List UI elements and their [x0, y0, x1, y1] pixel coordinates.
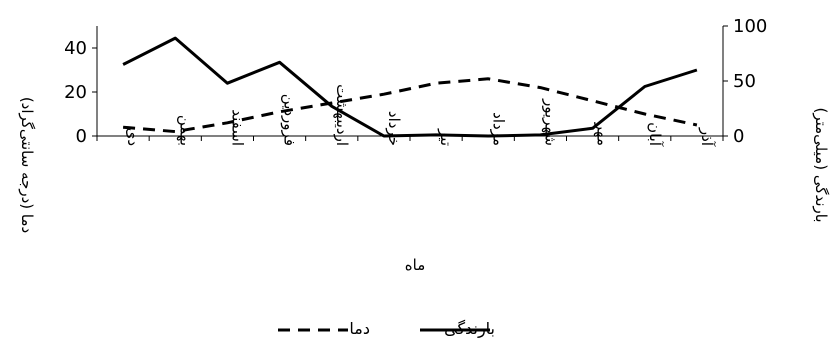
category-label: اردیبهشت [333, 84, 351, 146]
left-tick-label: 0 [76, 126, 87, 147]
legend-label-temperature: دما [349, 319, 370, 338]
x-axis-title: ماه [405, 256, 425, 274]
series-line-precipitation [122, 36, 698, 138]
category-label: مرداد [489, 112, 507, 146]
left-axis-ticks: 0 20 40 [64, 38, 97, 147]
right-axis-title: بارندگی (میلی‌متر) [812, 107, 830, 222]
right-tick-label: 100 [733, 16, 767, 37]
category-label: شهریور [541, 98, 559, 146]
right-axis-ticks: 0 50 100 [723, 16, 767, 147]
legend-label-precipitation: بارندگی [444, 319, 495, 339]
category-labels: دی بهمن اسفند فروردین اردیبهشت خرداد تیر مرداد ش… [96, 84, 724, 147]
category-label: مهر [594, 122, 612, 146]
category-label: آبان [646, 122, 664, 147]
category-label: آذر [698, 127, 716, 147]
left-tick-label: 20 [64, 82, 87, 103]
category-label: فروردین [281, 94, 299, 146]
category-label: بهمن [176, 115, 194, 146]
left-tick-label: 40 [64, 38, 87, 59]
right-tick-label: 0 [733, 126, 744, 147]
category-label: تیر [437, 128, 455, 146]
legend: دما بارندگی [278, 319, 495, 339]
category-label: خرداد [385, 111, 403, 146]
left-axis-title: دما (درجه سانتی‌گراد) [18, 97, 36, 233]
right-tick-label: 50 [733, 71, 756, 92]
category-label: دی [124, 128, 142, 146]
category-label: اسفند [228, 109, 246, 146]
series-line-temperature [122, 77, 698, 134]
